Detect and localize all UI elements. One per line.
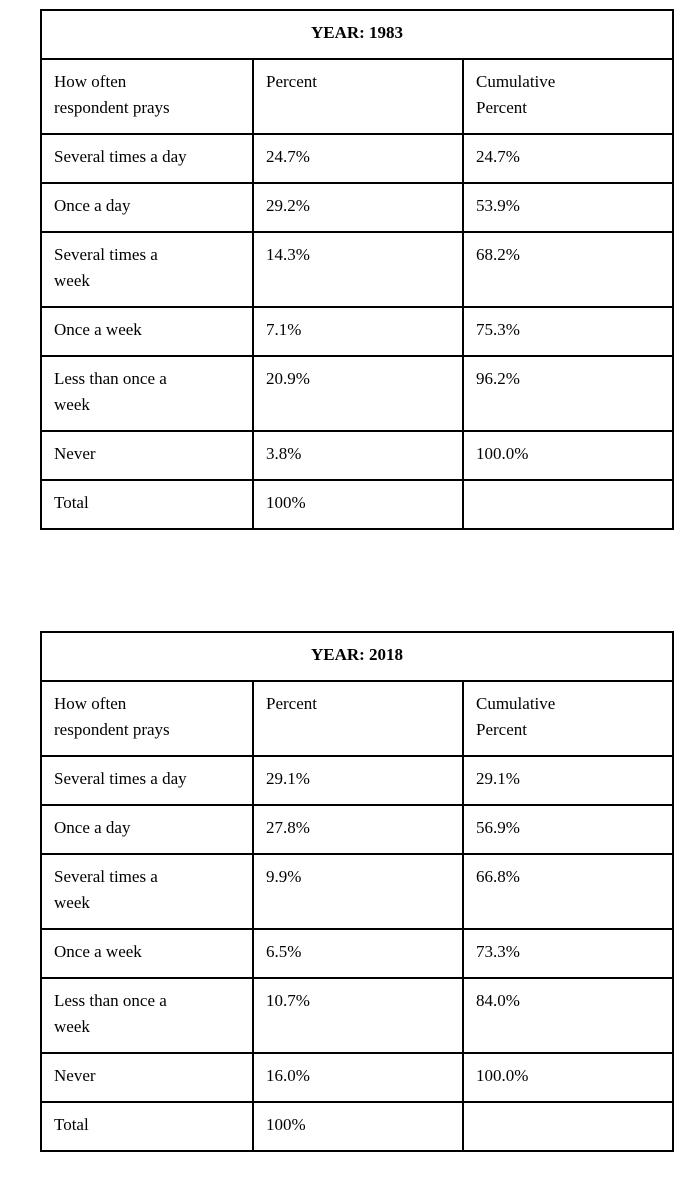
column-header-percent: Percent [252,680,464,757]
percent-cell: 14.3% [252,231,464,308]
percent-cell: 29.2% [252,182,464,233]
percent-cell: 29.1% [252,755,464,806]
row-label: Several times a day [54,769,187,788]
row-label-cell: Total [40,1101,254,1152]
row-label: Several times a week [54,245,158,290]
row-label-cell: Total [40,479,254,530]
table-row: Once a day 27.8% 56.9% [40,804,675,855]
cumulative-cell: 100.0% [461,430,675,481]
column-header-cumulative-label: Cumulative Percent [476,72,556,117]
row-label: Never [54,1066,96,1085]
row-label: Less than once a week [54,991,167,1036]
cumulative-cell: 96.2% [461,355,675,432]
table-row: Once a week 7.1% 75.3% [40,306,675,357]
table-row: Never 3.8% 100.0% [40,430,675,481]
cumulative-cell: 56.9% [461,804,675,855]
table-title-row: YEAR: 1983 [39,9,675,60]
table-row: Once a day 29.2% 53.9% [40,182,675,233]
cumulative-cell [461,479,675,530]
row-label-cell: Several times a day [40,755,254,806]
column-header-category-label: How often respondent prays [54,72,170,117]
percent-cell: 9.9% [252,853,464,930]
column-header-category: How often respondent prays [40,58,254,135]
table-header-row: How often respondent prays Percent Cumul… [40,680,675,757]
row-label: Several times a week [54,867,158,912]
column-header-cumulative-label: Cumulative Percent [476,694,556,739]
table-row: Less than once a week 20.9% 96.2% [40,355,675,432]
row-label: Once a day [54,196,131,215]
table-row: Several times a day 29.1% 29.1% [40,755,675,806]
column-header-cumulative: Cumulative Percent [461,680,675,757]
row-label-cell: Never [40,430,254,481]
percent-cell: 24.7% [252,133,464,184]
table-row: Several times a week 9.9% 66.8% [40,853,675,930]
percent-cell: 20.9% [252,355,464,432]
table-header-row: How often respondent prays Percent Cumul… [40,58,675,135]
row-label-cell: Once a week [40,306,254,357]
table-row: Once a week 6.5% 73.3% [40,928,675,979]
row-label-cell: Once a day [40,182,254,233]
column-header-percent: Percent [252,58,464,135]
row-label-cell: Less than once a week [40,977,254,1054]
row-label-cell: Several times a week [40,231,254,308]
row-label: Total [54,1115,89,1134]
percent-cell: 16.0% [252,1052,464,1103]
row-label-cell: Never [40,1052,254,1103]
percent-cell: 3.8% [252,430,464,481]
table-title: YEAR: 2018 [39,631,675,682]
table-title: YEAR: 1983 [39,9,675,60]
row-label: Once a week [54,320,142,339]
cumulative-cell: 100.0% [461,1052,675,1103]
cumulative-cell: 75.3% [461,306,675,357]
row-label-cell: Once a week [40,928,254,979]
table-row: Never 16.0% 100.0% [40,1052,675,1103]
cumulative-cell: 29.1% [461,755,675,806]
row-label: Less than once a week [54,369,167,414]
table-title-row: YEAR: 2018 [39,631,675,682]
cumulative-cell: 68.2% [461,231,675,308]
cumulative-cell: 84.0% [461,977,675,1054]
percent-cell: 10.7% [252,977,464,1054]
percent-cell: 100% [252,479,464,530]
row-label-cell: Less than once a week [40,355,254,432]
cumulative-cell [461,1101,675,1152]
row-label: Once a day [54,818,131,837]
percent-cell: 6.5% [252,928,464,979]
cumulative-cell: 53.9% [461,182,675,233]
column-header-category-label: How often respondent prays [54,694,170,739]
percent-cell: 100% [252,1101,464,1152]
cumulative-cell: 73.3% [461,928,675,979]
table-row: Several times a day 24.7% 24.7% [40,133,675,184]
cumulative-cell: 24.7% [461,133,675,184]
column-header-category: How often respondent prays [40,680,254,757]
cumulative-cell: 66.8% [461,853,675,930]
percent-cell: 7.1% [252,306,464,357]
row-label: Several times a day [54,147,187,166]
row-label-cell: Several times a day [40,133,254,184]
row-label: Once a week [54,942,142,961]
row-label: Total [54,493,89,512]
frequency-table-2018: YEAR: 2018 How often respondent prays Pe… [39,631,675,1152]
percent-cell: 27.8% [252,804,464,855]
row-label: Never [54,444,96,463]
table-row: Less than once a week 10.7% 84.0% [40,977,675,1054]
table-row-total: Total 100% [40,479,675,530]
frequency-table-1983: YEAR: 1983 How often respondent prays Pe… [39,9,675,530]
table-row-total: Total 100% [40,1101,675,1152]
row-label-cell: Once a day [40,804,254,855]
table-row: Several times a week 14.3% 68.2% [40,231,675,308]
row-label-cell: Several times a week [40,853,254,930]
column-header-cumulative: Cumulative Percent [461,58,675,135]
